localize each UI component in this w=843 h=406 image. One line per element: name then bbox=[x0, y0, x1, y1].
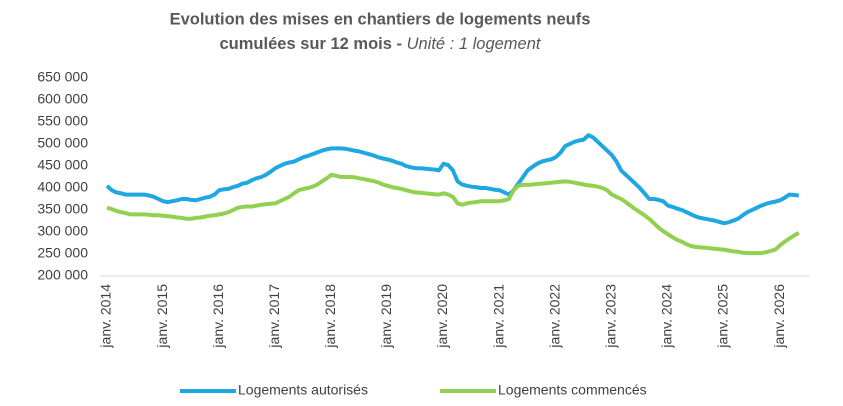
y-tick-label: 650 000 bbox=[37, 69, 88, 85]
y-tick-label: 350 000 bbox=[37, 201, 88, 217]
legend-label: Logements autorisés bbox=[238, 382, 368, 398]
x-tick-label: janv. 2026 bbox=[771, 284, 787, 349]
title-line2: cumulées sur 12 mois - bbox=[220, 35, 407, 53]
x-tick-label: janv. 2023 bbox=[602, 284, 618, 349]
x-tick-label: janv. 2015 bbox=[154, 284, 170, 349]
y-tick-label: 450 000 bbox=[37, 157, 88, 173]
chart-title-line2: cumulées sur 12 mois - Unité : 1 logemen… bbox=[220, 35, 542, 53]
x-tick-label: janv. 2024 bbox=[659, 284, 675, 349]
x-tick-label: janv. 2025 bbox=[715, 284, 731, 349]
y-tick-label: 400 000 bbox=[37, 179, 88, 195]
x-tick-label: janv. 2018 bbox=[322, 284, 338, 349]
x-tick-label: janv. 2022 bbox=[546, 284, 562, 349]
y-tick-label: 250 000 bbox=[37, 245, 88, 261]
series-line bbox=[105, 133, 800, 226]
y-tick-label: 600 000 bbox=[37, 91, 88, 107]
y-tick-label: 550 000 bbox=[37, 113, 88, 129]
x-tick-label: janv. 2016 bbox=[210, 284, 226, 349]
series-line bbox=[106, 172, 800, 256]
subtitle: Unité : 1 logement bbox=[407, 35, 542, 53]
x-tick-label: janv. 2020 bbox=[434, 284, 450, 349]
x-tick-label: janv. 2021 bbox=[490, 284, 506, 349]
legend-label: Logements commencés bbox=[498, 382, 647, 398]
y-tick-label: 500 000 bbox=[37, 135, 88, 151]
x-tick-label: janv. 2019 bbox=[378, 284, 394, 349]
x-tick-label: janv. 2017 bbox=[266, 284, 282, 349]
x-tick-label: janv. 2014 bbox=[98, 284, 114, 349]
y-tick-label: 300 000 bbox=[37, 223, 88, 239]
y-tick-label: 200 000 bbox=[37, 267, 88, 283]
chart-title: Evolution des mises en chantiers de loge… bbox=[170, 10, 591, 28]
